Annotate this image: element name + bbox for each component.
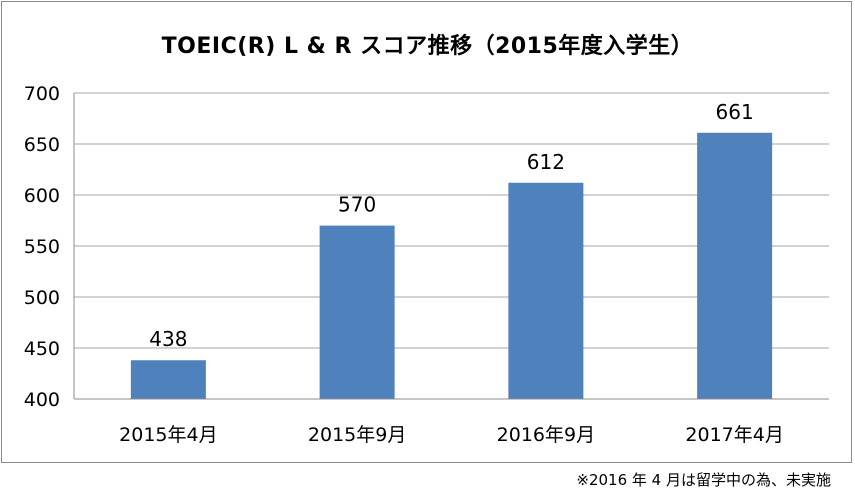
y-tick-label: 650 <box>24 134 60 156</box>
y-tick-label: 400 <box>24 389 60 411</box>
x-tick-label: 2016年9月 <box>497 424 595 446</box>
data-label: 570 <box>338 193 376 217</box>
y-tick-label: 450 <box>24 338 60 360</box>
y-tick-label: 600 <box>24 185 60 207</box>
y-tick-label: 550 <box>24 236 60 258</box>
y-tick-label: 700 <box>24 83 60 105</box>
y-tick-label: 500 <box>24 287 60 309</box>
bar <box>130 360 206 399</box>
x-tick-label: 2015年4月 <box>119 424 217 446</box>
footnote: ※2016 年 4 月は留学中の為、未実施 <box>576 471 831 489</box>
data-label: 661 <box>716 100 754 124</box>
bar <box>319 225 395 399</box>
x-tick-label: 2017年4月 <box>685 424 783 446</box>
chart-title: TOEIC(R) L & R スコア推移（2015年度入学生） <box>161 34 694 59</box>
data-label: 438 <box>149 327 187 351</box>
bar <box>697 132 773 399</box>
bar-chart: 400 450 500 550 600 650 700 438 2015年4月 570 2015年9… <box>24 83 829 446</box>
chart-frame: TOEIC(R) L & R スコア推移（2015年度入学生） 400 450 50… <box>1 1 852 463</box>
data-label: 612 <box>527 150 565 174</box>
x-tick-label: 2015年9月 <box>308 424 406 446</box>
bar <box>508 182 584 399</box>
